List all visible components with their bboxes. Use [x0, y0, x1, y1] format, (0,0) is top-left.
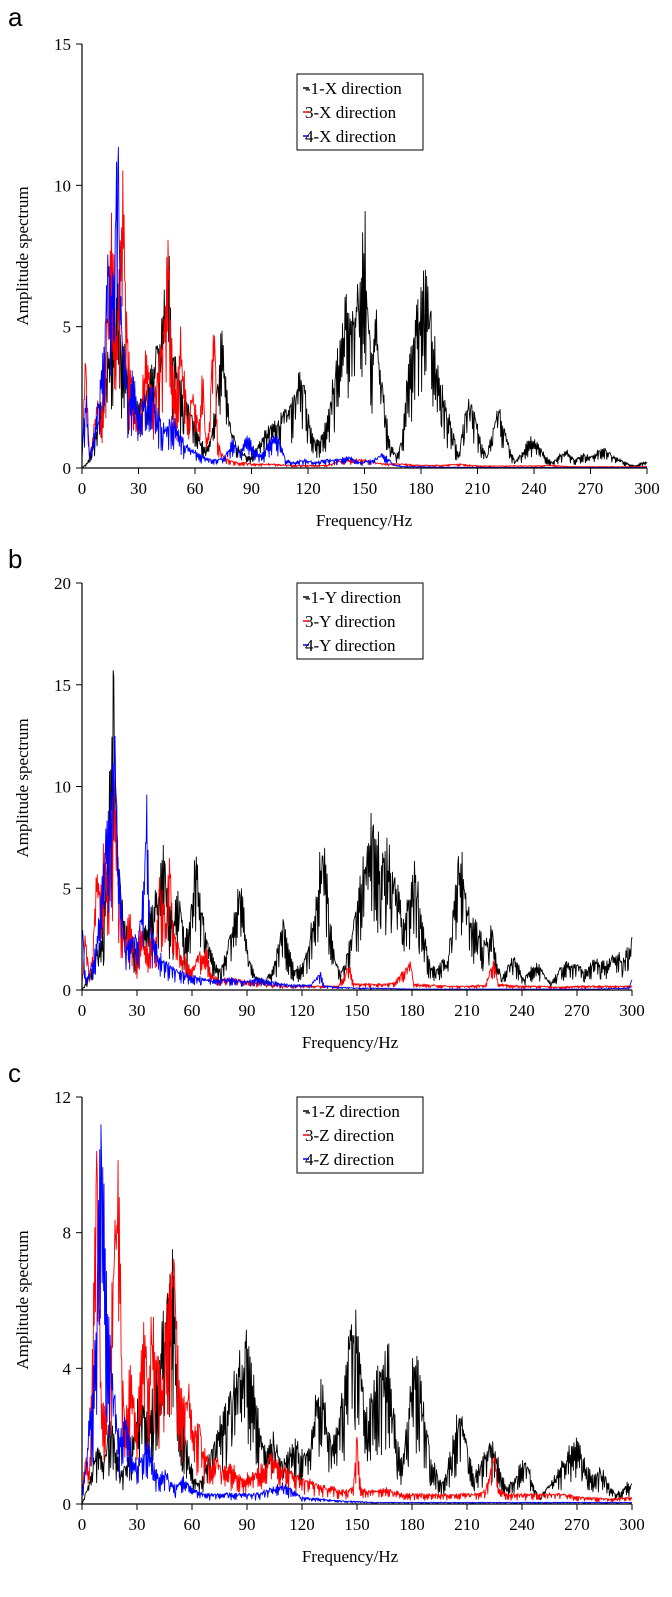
y-tick-label: 20: [54, 574, 71, 593]
legend-label: -1-Y direction: [305, 588, 402, 607]
x-tick-label: 210: [465, 479, 491, 498]
series-line-1: [81, 670, 633, 991]
legend-label: 3-Z direction: [305, 1126, 395, 1145]
x-tick-label: 270: [564, 1515, 590, 1534]
x-tick-label: 60: [187, 479, 204, 498]
legend-label: 4-Z direction: [305, 1150, 395, 1169]
x-tick-label: 120: [295, 479, 321, 498]
x-axis-title-b: Frequency/Hz: [302, 1033, 399, 1052]
x-tick-label: 150: [344, 1515, 370, 1534]
panel-letter-b: b: [8, 544, 22, 574]
y-axis-title-c: Amplitude spectrum: [13, 1230, 32, 1369]
series-line-3: [81, 735, 633, 991]
x-tick-label: 60: [184, 1001, 201, 1020]
y-tick-label: 10: [54, 778, 71, 797]
x-tick-label: 150: [344, 1001, 370, 1020]
x-tick-label: 300: [619, 1515, 645, 1534]
legend-box: [296, 1096, 424, 1174]
legend-label: 4-X direction: [305, 127, 397, 146]
y-tick-label: 0: [63, 981, 72, 1000]
x-tick-label: 30: [129, 1001, 146, 1020]
chart-panel-a: a Amplitude spectrum Frequency/Hz 0 30 60 9…: [8, 2, 660, 530]
legend-box: [296, 582, 424, 660]
legend-label: 4-Y direction: [305, 636, 396, 655]
panel-letter-a: a: [8, 2, 23, 32]
series-line-2: [81, 1150, 633, 1503]
x-tick-label: 30: [129, 1515, 146, 1534]
x-tick-label: 90: [239, 1515, 256, 1534]
x-tick-label: 120: [289, 1001, 315, 1020]
x-tick-label: 150: [352, 479, 378, 498]
series-line-1: [81, 211, 648, 469]
x-tick-label: 210: [454, 1515, 480, 1534]
x-tick-label: 180: [399, 1515, 425, 1534]
y-axis-title-b: Amplitude spectrum: [13, 718, 32, 857]
legend-box: [296, 73, 424, 151]
x-tick-label: 180: [408, 479, 434, 498]
x-tick-label: 0: [78, 479, 87, 498]
x-tick-label: 240: [509, 1001, 535, 1020]
panel-letter-c: c: [8, 1058, 21, 1088]
x-axis-title-a: Frequency/Hz: [316, 511, 413, 530]
legend-label: -1-Z direction: [305, 1102, 400, 1121]
x-tick-label: 180: [399, 1001, 425, 1020]
chart-panel-b: b Amplitude spectrum Frequency/Hz 0 30 60 9…: [8, 544, 645, 1052]
legend-label: 3-Y direction: [305, 612, 396, 631]
y-tick-label: 15: [54, 35, 71, 54]
y-tick-label: 12: [54, 1088, 71, 1107]
series-line-3: [81, 1124, 633, 1504]
legend: -1-Y direction 3-Y direction 4-Y direction: [296, 582, 424, 660]
x-tick-label: 0: [78, 1515, 87, 1534]
x-tick-label: 300: [634, 479, 660, 498]
legend-label: 3-X direction: [305, 103, 397, 122]
x-tick-label: 270: [564, 1001, 590, 1020]
legend: -1-X direction 3-X direction 4-X direction: [296, 73, 424, 151]
y-tick-label: 8: [63, 1224, 72, 1243]
x-tick-label: 210: [454, 1001, 480, 1020]
y-tick-label: 4: [63, 1359, 72, 1378]
x-tick-label: 60: [184, 1515, 201, 1534]
x-tick-label: 120: [289, 1515, 315, 1534]
y-tick-label: 15: [54, 676, 71, 695]
x-tick-label: 90: [239, 1001, 256, 1020]
legend-label: -1-X direction: [305, 79, 402, 98]
x-axis-title-c: Frequency/Hz: [302, 1547, 399, 1566]
legend: -1-Z direction 3-Z direction 4-Z direction: [296, 1096, 424, 1174]
y-axis-title-a: Amplitude spectrum: [13, 186, 32, 325]
x-tick-label: 300: [619, 1001, 645, 1020]
series-line-2: [81, 778, 633, 990]
chart-panel-c: c Amplitude spectrum Frequency/Hz 0 30 60 9…: [8, 1058, 645, 1566]
x-tick-label: 240: [521, 479, 547, 498]
x-tick-label: 30: [130, 479, 147, 498]
y-tick-label: 10: [54, 176, 71, 195]
y-tick-label: 0: [63, 459, 72, 478]
y-tick-label: 5: [63, 879, 72, 898]
x-tick-label: 270: [578, 479, 604, 498]
y-tick-label: 5: [63, 318, 72, 337]
x-tick-label: 0: [78, 1001, 87, 1020]
x-tick-label: 240: [509, 1515, 535, 1534]
y-tick-label: 0: [63, 1495, 72, 1514]
x-tick-label: 90: [243, 479, 260, 498]
